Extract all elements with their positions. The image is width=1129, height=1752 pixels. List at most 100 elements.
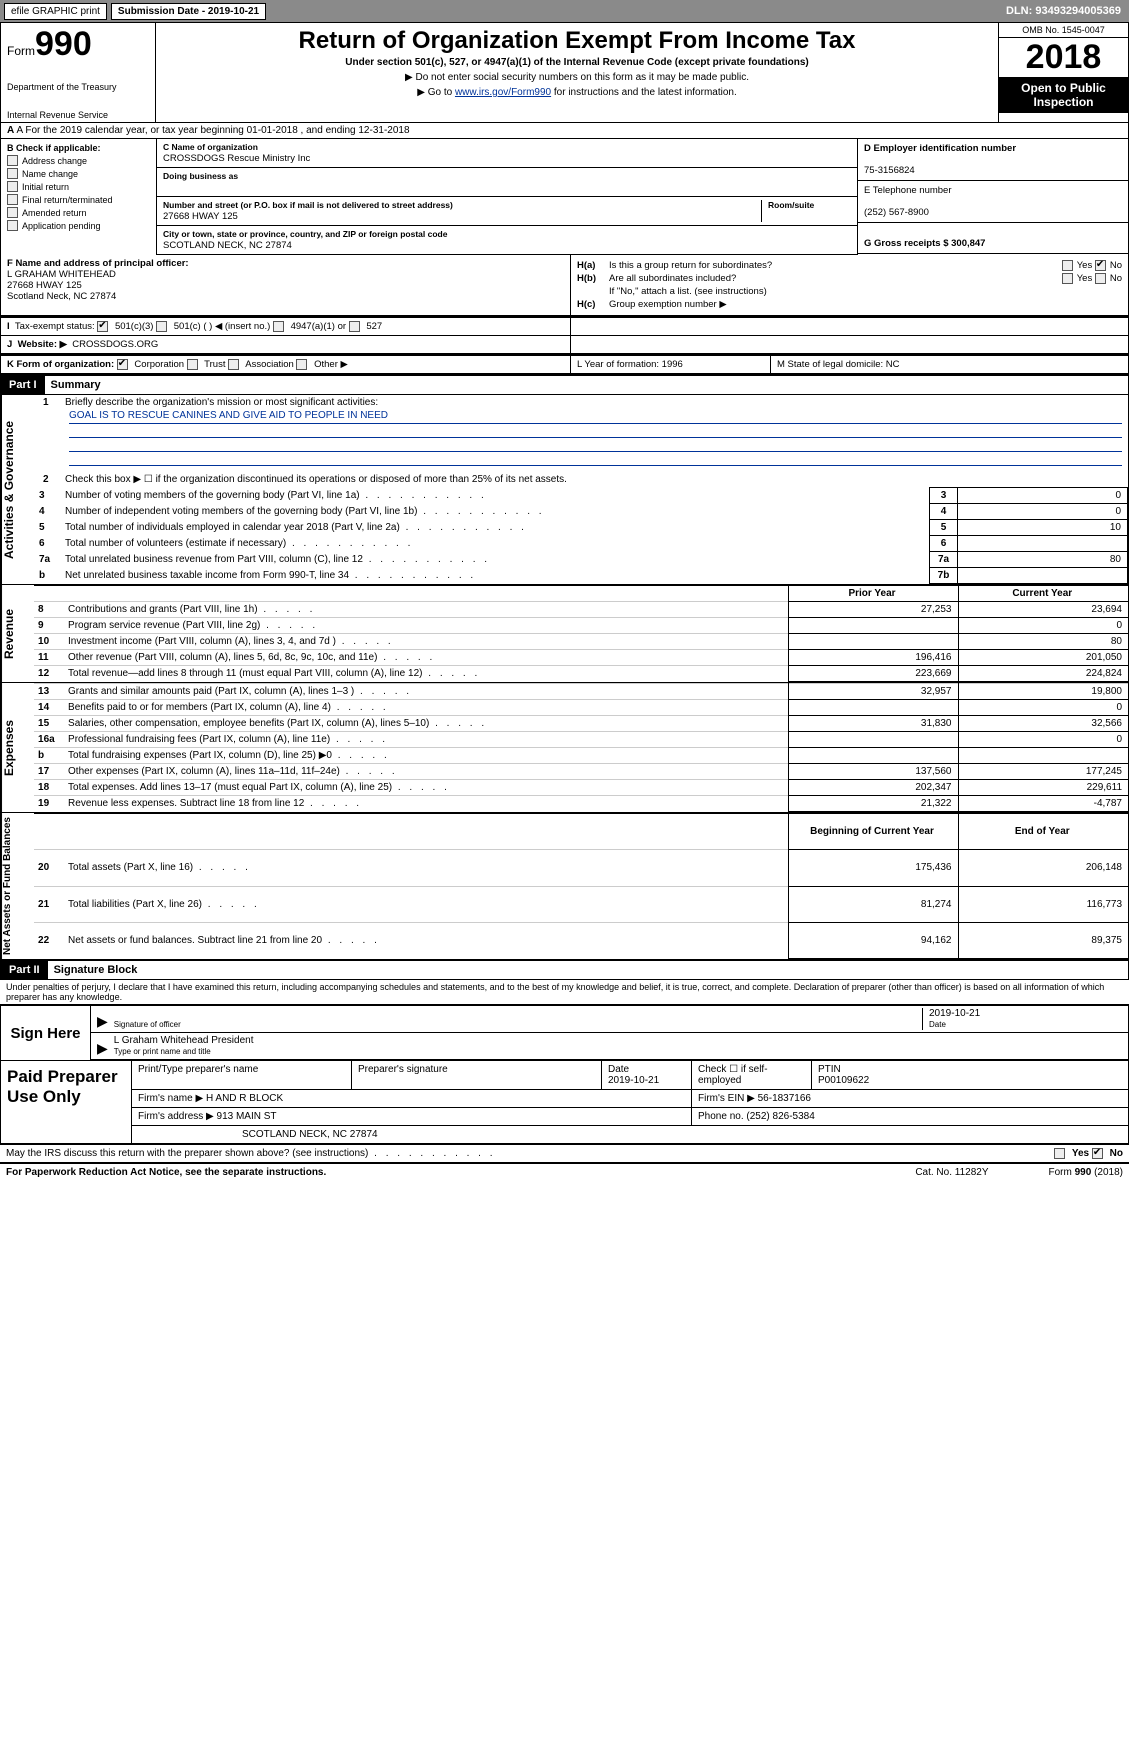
- lbl-address-change: Address change: [22, 156, 87, 166]
- line2-text: Check this box ▶ ☐ if the organization d…: [65, 474, 1124, 485]
- firm-phone: (252) 826-5384: [746, 1111, 814, 1122]
- prep-name-label: Print/Type preparer's name: [138, 1064, 258, 1075]
- cat-no: Cat. No. 11282Y: [915, 1167, 988, 1178]
- officer-city: Scotland Neck, NC 27874: [7, 291, 116, 302]
- chk-501c3[interactable]: [97, 321, 108, 332]
- ha-text: Is this a group return for subordinates?: [609, 260, 772, 271]
- org-name: CROSSDOGS Rescue Ministry Inc: [163, 153, 310, 164]
- note-goto-post: for instructions and the latest informat…: [554, 87, 737, 98]
- opt-527: 527: [366, 321, 382, 332]
- firm-ein-label: Firm's EIN ▶: [698, 1093, 755, 1104]
- opt-501c: 501(c) ( ) ◀ (insert no.): [174, 321, 271, 332]
- sig-officer-label: Signature of officer: [114, 1020, 181, 1029]
- mission-text: GOAL IS TO RESCUE CANINES AND GIVE AID T…: [69, 410, 1122, 424]
- dba-label: Doing business as: [163, 171, 238, 181]
- hb-note: If "No," attach a list. (see instruction…: [609, 286, 767, 297]
- ha-yes[interactable]: [1062, 260, 1073, 271]
- dept-label: Department of the Treasury: [7, 82, 149, 92]
- note-ssn: ▶ Do not enter social security numbers o…: [164, 72, 990, 83]
- discuss-yes[interactable]: [1054, 1148, 1065, 1159]
- room-label: Room/suite: [768, 200, 814, 210]
- sign-here: Sign Here: [1, 1006, 91, 1060]
- side-net: Net Assets or Fund Balances: [1, 813, 34, 959]
- city-label: City or town, state or province, country…: [163, 229, 447, 239]
- irs-label: Internal Revenue Service: [7, 110, 149, 120]
- chk-name-change[interactable]: [7, 168, 18, 179]
- chk-4947[interactable]: [273, 321, 284, 332]
- chk-other[interactable]: [296, 359, 307, 370]
- part1-label: Summary: [45, 379, 101, 391]
- form-subtitle: Under section 501(c), 527, or 4947(a)(1)…: [164, 57, 990, 68]
- chk-corp[interactable]: [117, 359, 128, 370]
- paid-preparer-label: Paid Preparer Use Only: [1, 1061, 131, 1143]
- discuss-text: May the IRS discuss this return with the…: [6, 1148, 496, 1159]
- hb-no[interactable]: [1095, 273, 1106, 284]
- side-revenue: Revenue: [1, 585, 34, 682]
- submission-date: Submission Date - 2019-10-21: [111, 3, 266, 20]
- phone: (252) 567-8900: [864, 207, 929, 218]
- year-formation: L Year of formation: 1996: [571, 356, 771, 373]
- chk-initial-return[interactable]: [7, 181, 18, 192]
- city: SCOTLAND NECK, NC 27874: [163, 240, 292, 251]
- chk-527[interactable]: [349, 321, 360, 332]
- note-goto-pre: ▶ Go to: [417, 87, 455, 98]
- prep-date: 2019-10-21: [608, 1075, 659, 1086]
- chk-501c[interactable]: [156, 321, 167, 332]
- chk-final-return[interactable]: [7, 194, 18, 205]
- sig-name: L Graham Whitehead President: [114, 1035, 254, 1046]
- sig-date-label: Date: [929, 1020, 946, 1029]
- firm-phone-label: Phone no.: [698, 1111, 744, 1122]
- open-public: Open to Public Inspection: [999, 77, 1128, 113]
- state-domicile: M State of legal domicile: NC: [771, 356, 906, 373]
- website-label: Website: ▶: [18, 339, 67, 350]
- officer-name: L GRAHAM WHITEHEAD: [7, 269, 116, 280]
- form-number: 990: [35, 25, 92, 64]
- side-expenses: Expenses: [1, 683, 34, 812]
- discuss-no[interactable]: [1092, 1148, 1103, 1159]
- ein: 75-3156824: [864, 165, 915, 176]
- part2-header: Part II: [1, 961, 48, 979]
- hb-yes[interactable]: [1062, 273, 1073, 284]
- ha-no[interactable]: [1095, 260, 1106, 271]
- opt-corp: Corporation: [134, 359, 184, 370]
- opt-trust: Trust: [204, 359, 225, 370]
- gross-receipts: G Gross receipts $ 300,847: [864, 238, 985, 249]
- dln: DLN: 93493294005369: [1006, 5, 1129, 17]
- street: 27668 HWAY 125: [163, 211, 238, 222]
- chk-assoc[interactable]: [228, 359, 239, 370]
- firm-ein: 56-1837166: [758, 1093, 811, 1104]
- chk-amended[interactable]: [7, 207, 18, 218]
- prep-ptin: P00109622: [818, 1075, 869, 1086]
- sig-date: 2019-10-21: [929, 1008, 980, 1019]
- prep-check-label: Check ☐ if self-employed: [698, 1064, 768, 1086]
- opt-501c3: 501(c)(3): [115, 321, 154, 332]
- omb-number: OMB No. 1545-0047: [999, 23, 1128, 38]
- prep-ptin-label: PTIN: [818, 1064, 841, 1075]
- prep-sig-label: Preparer's signature: [358, 1064, 448, 1075]
- perjury-text: Under penalties of perjury, I declare th…: [0, 980, 1129, 1004]
- chk-trust[interactable]: [187, 359, 198, 370]
- phone-label: E Telephone number: [864, 185, 952, 196]
- chk-address-change[interactable]: [7, 155, 18, 166]
- col-b-header: B Check if applicable:: [7, 143, 101, 153]
- form-footer: Form 990 (2018): [1049, 1167, 1123, 1178]
- firm-addr1: 913 MAIN ST: [217, 1111, 277, 1122]
- part2-label: Signature Block: [48, 964, 138, 976]
- lbl-name-change: Name change: [22, 169, 78, 179]
- sig-name-label: Type or print name and title: [114, 1047, 211, 1056]
- lbl-amended: Amended return: [22, 208, 87, 218]
- part1-header: Part I: [1, 376, 45, 394]
- form-title: Return of Organization Exempt From Incom…: [164, 27, 990, 55]
- side-governance: Activities & Governance: [1, 395, 35, 584]
- form-prefix: Form: [7, 44, 35, 58]
- mission-label: Briefly describe the organization's miss…: [65, 397, 1124, 408]
- hc-text: Group exemption number ▶: [609, 299, 727, 310]
- tax-status-label: Tax-exempt status:: [15, 321, 95, 332]
- irs-link[interactable]: www.irs.gov/Form990: [455, 87, 551, 98]
- row-a-text: A For the 2019 calendar year, or tax yea…: [16, 125, 409, 136]
- opt-4947: 4947(a)(1) or: [291, 321, 346, 332]
- officer-label: F Name and address of principal officer:: [7, 258, 189, 269]
- chk-app-pending[interactable]: [7, 220, 18, 231]
- lbl-initial-return: Initial return: [22, 182, 69, 192]
- form-org-label: K Form of organization:: [7, 359, 114, 370]
